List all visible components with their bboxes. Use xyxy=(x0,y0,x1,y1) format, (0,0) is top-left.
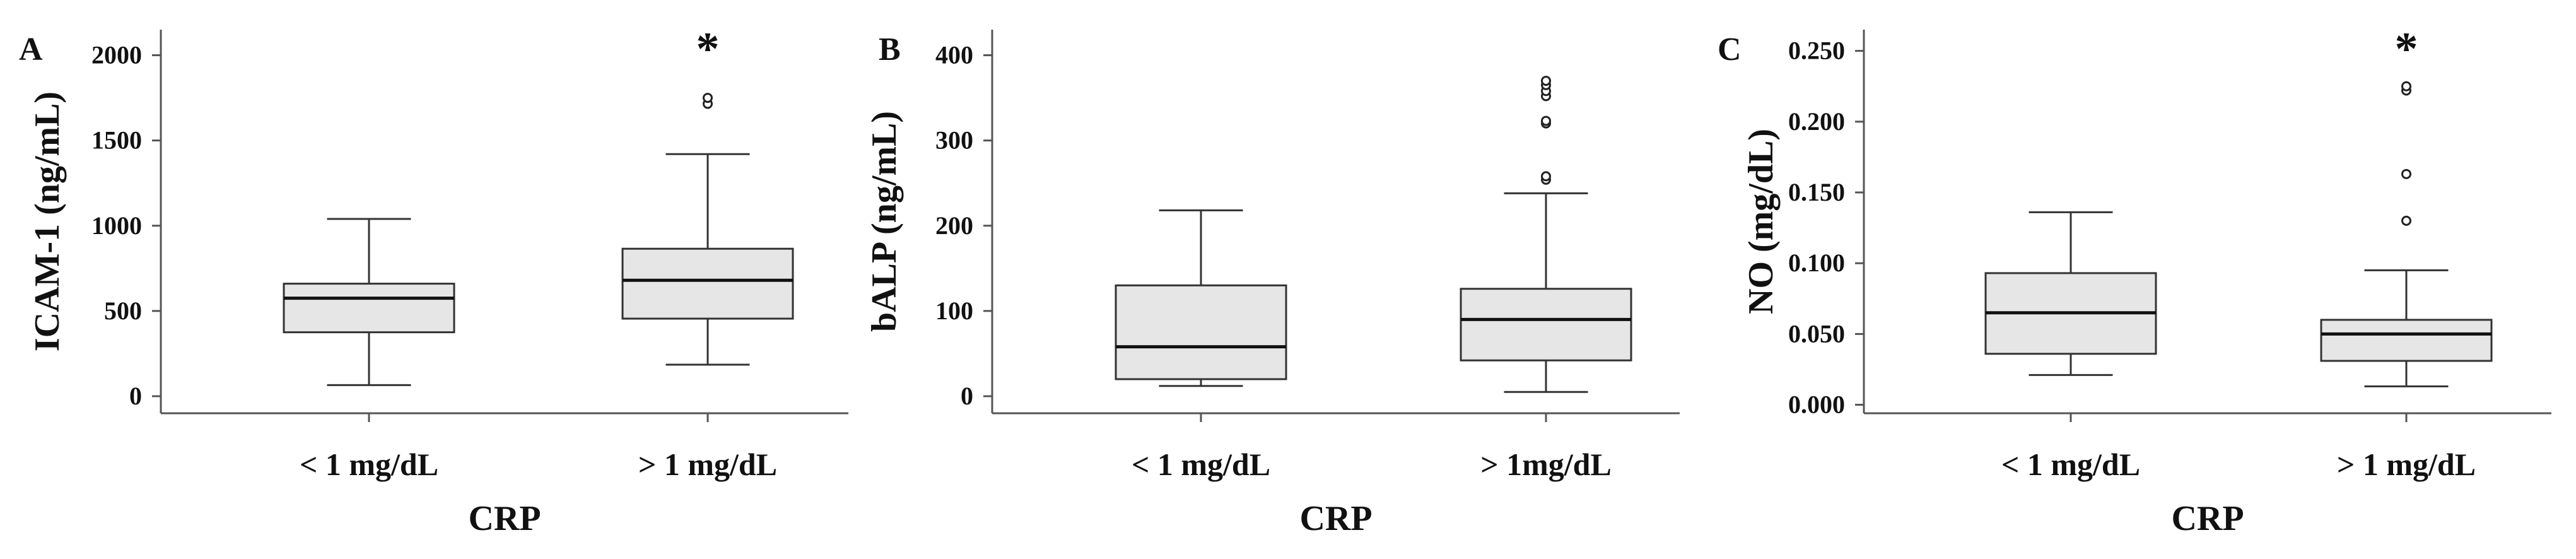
x-axis-title: CRP xyxy=(1299,499,1372,538)
outlier-point xyxy=(2401,168,2411,179)
y-tick-label: 1500 xyxy=(91,126,142,155)
y-axis-title: bALP (ng/mL) xyxy=(865,111,904,332)
x-category-label: > 1 mg/dL xyxy=(638,447,777,482)
iqr-box xyxy=(1115,284,1287,380)
panel-a: 0 500 1000 1500 2000 A ICAM-1 (ng/mL) CRP < 1 mg… xyxy=(19,23,848,538)
y-tick-label: 0 xyxy=(961,382,973,410)
outlier-point xyxy=(1541,76,1551,86)
y-tick-label: 0 xyxy=(129,382,142,410)
y-tick-label: 400 xyxy=(935,41,973,69)
box-2: > 1 mg/dL * xyxy=(2320,23,2493,482)
box-1: < 1 mg/dL xyxy=(283,218,455,482)
iqr-box xyxy=(283,283,455,334)
y-tick-label: 0.050 xyxy=(1788,319,1845,348)
iqr-box xyxy=(1460,288,1632,362)
outlier-point xyxy=(2401,215,2411,226)
box-1: < 1 mg/dL xyxy=(1984,211,2157,482)
y-axis-title: ICAM-1 (ng/mL) xyxy=(28,91,67,351)
x-category-label: < 1 mg/dL xyxy=(1132,447,1270,482)
y-axis-title: NO (mg/dL) xyxy=(1742,129,1781,314)
y-tick-label: 0.250 xyxy=(1788,37,1845,65)
iqr-box xyxy=(2320,319,2493,362)
x-category-label: < 1 mg/dL xyxy=(300,447,438,482)
panel-letter: B xyxy=(879,32,901,68)
panel-c: 0.000 0.050 0.100 0.150 0.200 0.250 C NO (mg/dL… xyxy=(1718,23,2551,538)
x-category-label: < 1 mg/dL xyxy=(2001,447,2140,482)
outlier-point xyxy=(1541,171,1551,182)
y-tick-label: 0.200 xyxy=(1788,107,1845,136)
panel-letter: A xyxy=(19,32,43,68)
box-2: > 1mg/dL xyxy=(1460,76,1632,482)
y-tick-label: 500 xyxy=(104,297,142,325)
y-tick-label: 0.100 xyxy=(1788,249,1845,277)
y-tick-label: 0.150 xyxy=(1788,178,1845,206)
y-tick-label: 200 xyxy=(935,211,973,240)
x-axis-title: CRP xyxy=(2171,499,2244,538)
y-tick-label: 1000 xyxy=(91,211,142,240)
significance-marker: * xyxy=(2395,23,2418,75)
box-2: > 1 mg/dL * xyxy=(621,23,794,482)
significance-marker: * xyxy=(696,23,720,75)
y-tick-label: 0.000 xyxy=(1788,391,1845,419)
outlier-point xyxy=(1541,115,1551,126)
iqr-box xyxy=(621,247,794,320)
x-axis-title: CRP xyxy=(468,499,541,538)
x-category-label: > 1mg/dL xyxy=(1480,447,1612,482)
y-tick-label: 300 xyxy=(935,126,973,155)
y-tick-label: 2000 xyxy=(91,41,142,69)
box-1: < 1 mg/dL xyxy=(1115,209,1287,482)
x-category-label: > 1 mg/dL xyxy=(2337,447,2476,482)
outlier-point xyxy=(703,93,713,103)
y-tick-label: 100 xyxy=(935,297,973,325)
outlier-point xyxy=(2401,81,2411,91)
panel-letter: C xyxy=(1718,32,1742,68)
